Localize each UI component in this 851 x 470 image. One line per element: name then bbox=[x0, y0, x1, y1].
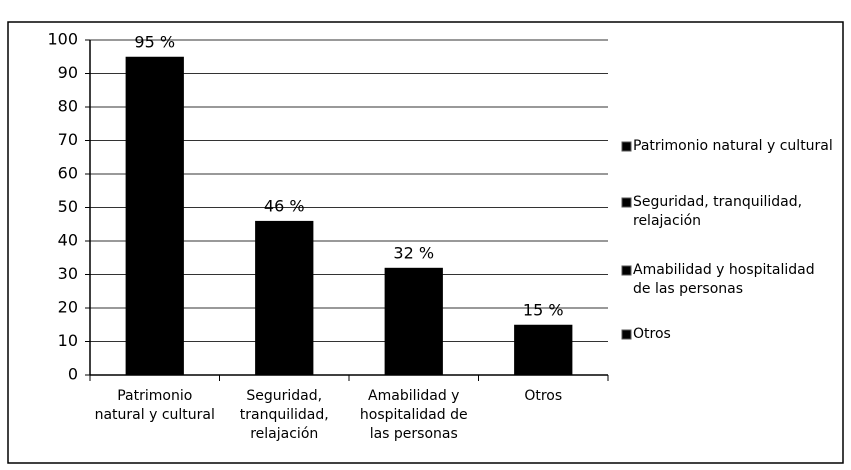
y-tick-label: 20 bbox=[58, 298, 78, 317]
value-label: 46 % bbox=[264, 196, 305, 215]
legend-swatch bbox=[621, 265, 632, 276]
bar bbox=[125, 56, 184, 375]
y-tick-label: 10 bbox=[58, 331, 78, 350]
bar bbox=[514, 324, 573, 375]
legend-swatch bbox=[621, 197, 632, 208]
y-tick-label: 80 bbox=[58, 97, 78, 116]
y-tick-label: 40 bbox=[58, 231, 78, 250]
y-tick-label: 90 bbox=[58, 63, 78, 82]
value-label: 32 % bbox=[393, 243, 434, 262]
legend-swatch bbox=[621, 329, 632, 340]
legend-label: Seguridad, tranquilidad, relajación bbox=[633, 194, 803, 229]
bar bbox=[255, 220, 314, 375]
value-label: 15 % bbox=[523, 300, 564, 319]
x-tick-label: Amabilidad y hospitalidad de las persona… bbox=[359, 388, 468, 442]
chart-frame bbox=[7, 21, 844, 464]
legend-swatch bbox=[621, 141, 632, 152]
legend-label: Patrimonio natural y cultural bbox=[633, 138, 833, 154]
value-label: 95 % bbox=[134, 32, 175, 51]
y-tick-label: 50 bbox=[58, 197, 78, 216]
x-tick-label: Seguridad, tranquilidad, relajación bbox=[239, 388, 329, 442]
y-tick-label: 30 bbox=[58, 264, 78, 283]
bar bbox=[384, 267, 443, 375]
y-tick-label: 100 bbox=[47, 30, 78, 49]
x-tick-label: Otros bbox=[524, 388, 563, 404]
y-tick-label: 70 bbox=[58, 130, 78, 149]
y-tick-label: 60 bbox=[58, 164, 78, 183]
legend-label: Amabilidad y hospitalidad de las persona… bbox=[633, 262, 815, 297]
y-tick-label: 0 bbox=[68, 365, 78, 384]
x-tick-label: Patrimonio natural y cultural bbox=[94, 388, 215, 423]
legend-label: Otros bbox=[633, 326, 671, 342]
